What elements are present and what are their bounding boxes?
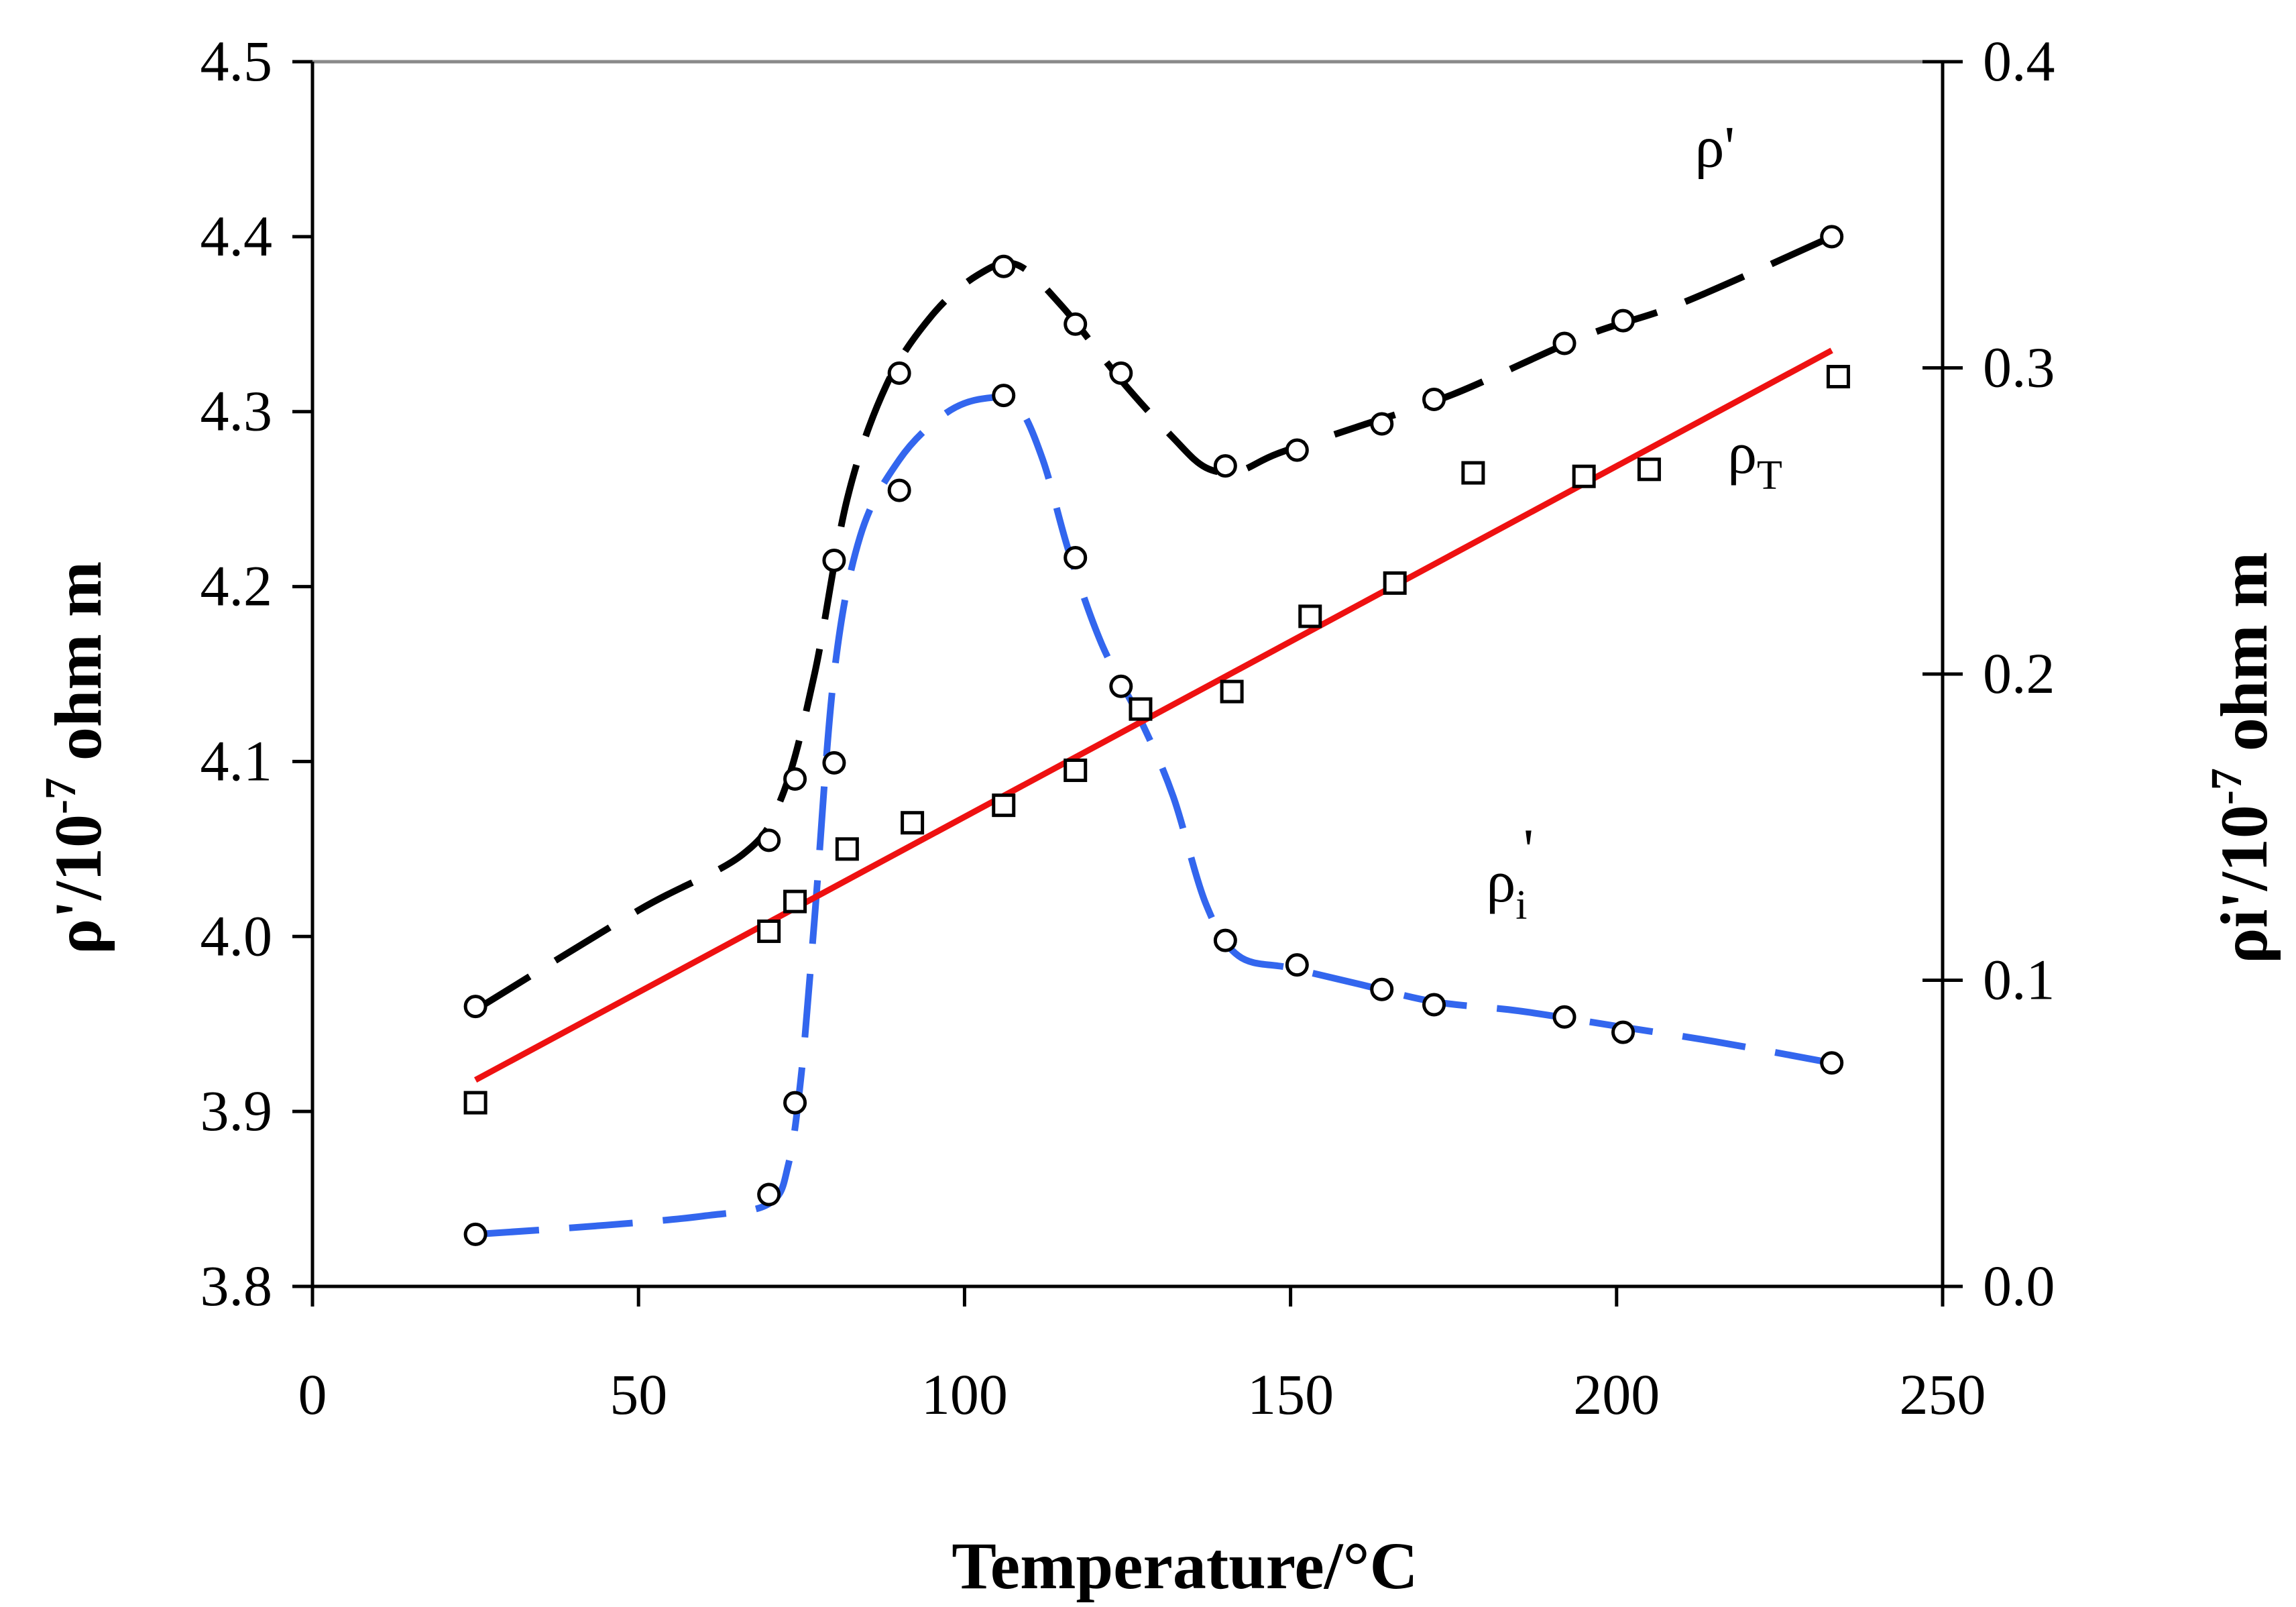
data-point-circle bbox=[1285, 438, 1309, 462]
annotation-rho-t: ρT bbox=[1727, 421, 1782, 498]
data-point-square bbox=[1383, 571, 1407, 595]
data-point-square bbox=[1826, 365, 1850, 389]
y-right-title-unit: ohm m bbox=[2207, 552, 2281, 768]
y-left-tick-label: 4.3 bbox=[200, 379, 273, 443]
y-left-tick-label: 4.1 bbox=[200, 728, 273, 793]
axes bbox=[292, 60, 1963, 1307]
fit-line-rho-t bbox=[473, 347, 1833, 1083]
y-right-tick-label: 0.4 bbox=[1983, 29, 2055, 93]
data-point-circle bbox=[1611, 1020, 1635, 1044]
y-left-tick-label: 3.8 bbox=[200, 1254, 273, 1318]
data-point-square bbox=[992, 793, 1016, 818]
data-point-square bbox=[463, 1091, 487, 1115]
tick-labels: 0 50 100 150 200 250 3.8 3.9 4.0 4.1 4.2 4.3 4.4 4.5 0… bbox=[200, 29, 2055, 1427]
data-point-circle bbox=[1611, 309, 1635, 333]
data-point-circle bbox=[1213, 454, 1237, 478]
y-left-tick-label: 3.9 bbox=[200, 1078, 273, 1143]
data-point-circle bbox=[992, 384, 1016, 408]
data-point-square bbox=[1637, 457, 1661, 482]
data-point-circle bbox=[757, 1182, 781, 1207]
data-point-square bbox=[1572, 464, 1596, 488]
data-point-circle bbox=[783, 1091, 807, 1115]
y-right-title-exp: -7 bbox=[2202, 768, 2251, 805]
data-point-circle bbox=[1820, 225, 1844, 249]
annotation-rho-i-prime: ρi' bbox=[1486, 818, 1534, 928]
data-point-circle bbox=[1109, 674, 1133, 698]
data-point-circle bbox=[463, 995, 487, 1019]
y-left-tick-label: 4.0 bbox=[200, 903, 273, 968]
data-point-circle bbox=[1109, 361, 1133, 385]
data-point-circle bbox=[1370, 977, 1394, 1001]
annotation-rho-prime: ρ' bbox=[1695, 115, 1735, 180]
data-point-circle bbox=[887, 478, 911, 502]
x-tick-label: 100 bbox=[921, 1362, 1008, 1427]
x-tick-label: 150 bbox=[1247, 1362, 1334, 1427]
data-point-square bbox=[901, 811, 925, 835]
y-left-title-unit: ohm m bbox=[41, 561, 115, 777]
data-point-circle bbox=[887, 361, 911, 385]
x-axis-title: Temperature/°C bbox=[952, 1529, 1418, 1603]
data-point-square bbox=[1064, 758, 1088, 782]
data-point-square bbox=[1461, 461, 1485, 485]
data-point-circle bbox=[822, 548, 846, 572]
data-point-square bbox=[1298, 604, 1322, 628]
data-point-square bbox=[757, 919, 781, 943]
y-left-title-base: ρ'/10 bbox=[41, 814, 115, 954]
series-line-0 bbox=[473, 233, 1833, 1013]
y-left-tick-label: 4.2 bbox=[200, 554, 273, 618]
data-point-square bbox=[835, 837, 859, 861]
data-point-circle bbox=[1213, 928, 1237, 952]
y-right-tick-label: 0.2 bbox=[1983, 641, 2055, 706]
x-tick-label: 250 bbox=[1900, 1362, 1986, 1427]
y-right-axis-title: ρi'/10-7 ohm m bbox=[2202, 552, 2281, 964]
x-tick-label: 200 bbox=[1573, 1362, 1660, 1427]
data-point-circle bbox=[1064, 546, 1088, 570]
data-point-circle bbox=[463, 1222, 487, 1246]
data-point-circle bbox=[822, 751, 846, 775]
y-left-title-exp: -7 bbox=[36, 777, 85, 814]
data-point-circle bbox=[757, 828, 781, 852]
data-point-circle bbox=[1820, 1051, 1844, 1075]
data-point-circle bbox=[1422, 387, 1446, 411]
data-point-circle bbox=[1285, 953, 1309, 977]
y-right-tick-label: 0.3 bbox=[1983, 335, 2055, 400]
data-point-circle bbox=[1422, 993, 1446, 1017]
data-point-square bbox=[1129, 697, 1153, 721]
y-left-tick-label: 4.5 bbox=[200, 29, 273, 93]
data-point-circle bbox=[783, 767, 807, 791]
data-point-circle bbox=[992, 254, 1016, 278]
data-point-circle bbox=[1552, 1005, 1576, 1029]
data-point-circle bbox=[1370, 412, 1394, 436]
data-point-square bbox=[783, 889, 807, 913]
data-point-square bbox=[1220, 679, 1244, 704]
y-right-tick-label: 0.0 bbox=[1983, 1254, 2055, 1318]
data-point-circle bbox=[1064, 312, 1088, 336]
y-left-tick-label: 4.4 bbox=[200, 204, 273, 268]
y-right-title-base: ρi'/10 bbox=[2207, 805, 2281, 964]
x-tick-label: 50 bbox=[610, 1362, 667, 1427]
data-point-circle bbox=[1552, 331, 1576, 355]
y-right-tick-label: 0.1 bbox=[1983, 948, 2055, 1012]
x-tick-label: 0 bbox=[298, 1362, 327, 1427]
y-left-axis-title: ρ'/10-7 ohm m bbox=[36, 561, 115, 954]
data-markers bbox=[463, 225, 1850, 1246]
